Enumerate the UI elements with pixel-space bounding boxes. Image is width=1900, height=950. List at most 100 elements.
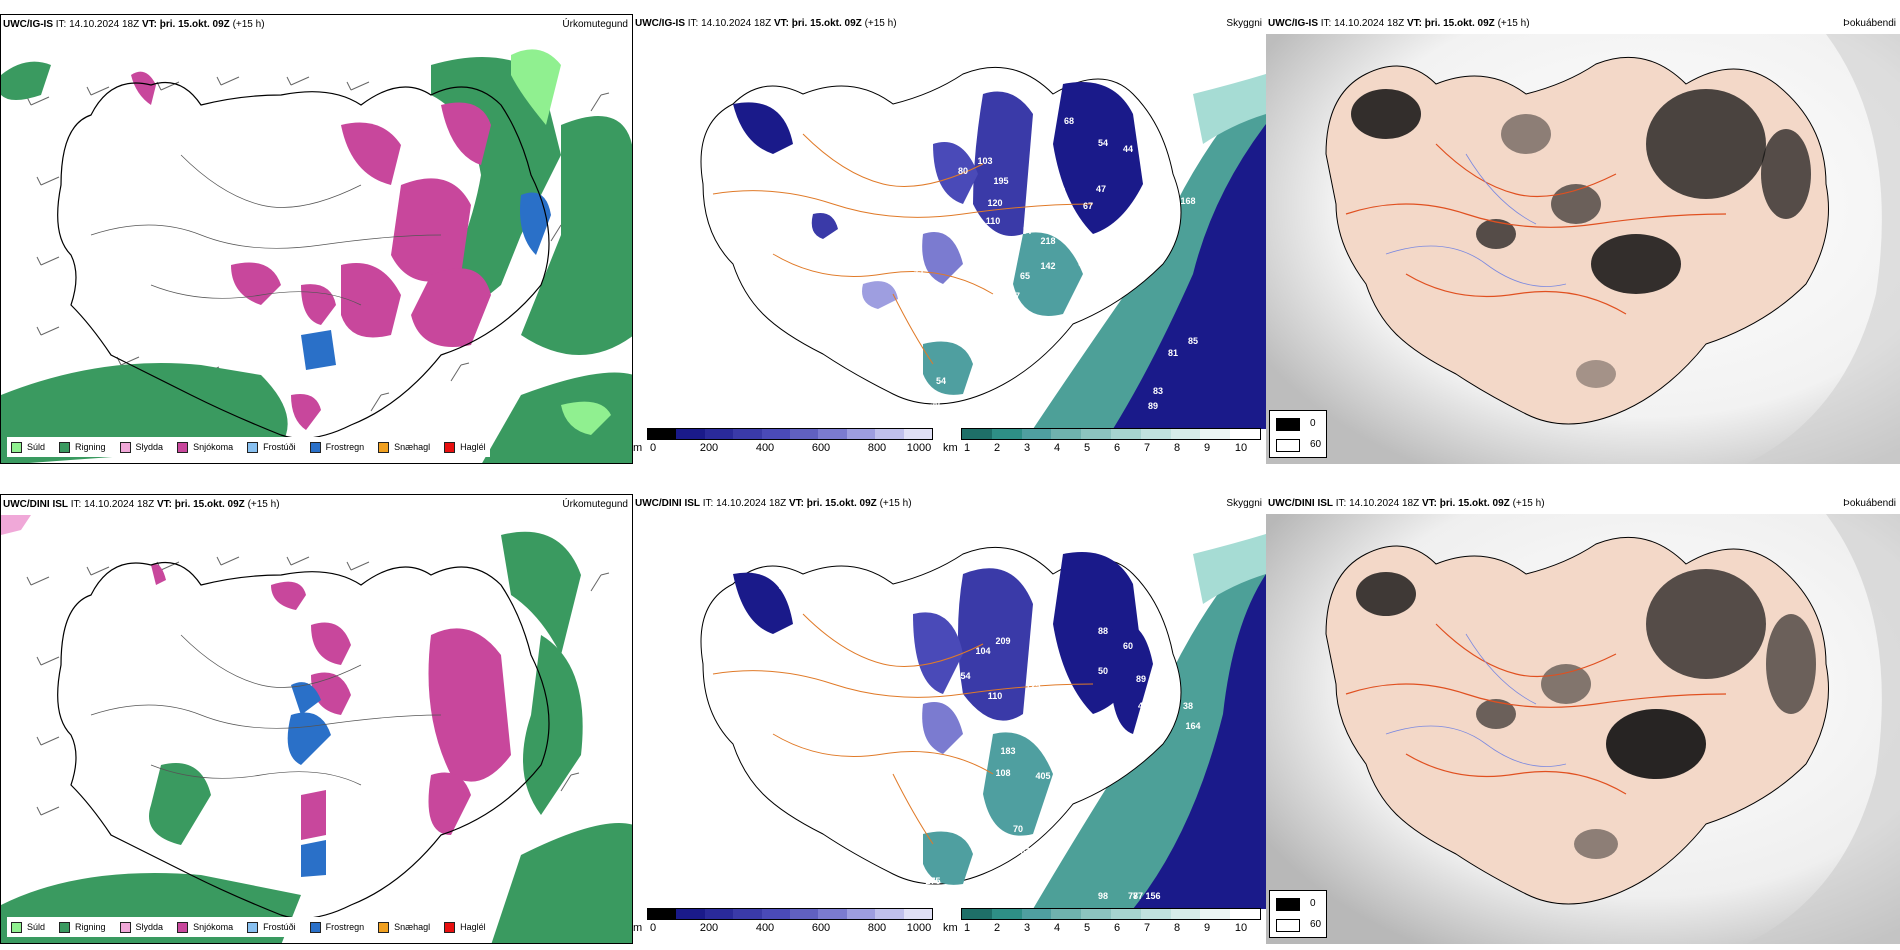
- roads: [1345, 623, 1727, 795]
- legend-item-snjokoma: Snjókoma: [177, 921, 233, 933]
- visibility-unit: km: [943, 442, 958, 454]
- ceiling-value-label: 195: [993, 176, 1008, 186]
- model-name: UWC/IG-IS: [635, 18, 685, 29]
- model-name: UWC/DINI ISL: [635, 498, 700, 509]
- ceiling-tick: 600: [811, 922, 831, 934]
- ceiling-value-label: 67: [1083, 201, 1093, 211]
- legend-item-snjokoma: Snjókoma: [177, 441, 233, 453]
- ceiling-value-label: 88: [1098, 626, 1108, 636]
- ceiling-value-label: 71: [778, 581, 788, 591]
- fog-legend-min: 0: [1310, 418, 1316, 429]
- legend-item-haglel: Haglél: [444, 441, 486, 453]
- fog-map: [1266, 34, 1900, 464]
- init-time: 14.10.2024 18Z: [1334, 18, 1405, 29]
- ceiling-value-label: 265: [1017, 866, 1032, 876]
- fog-dark-areas: [1351, 89, 1811, 388]
- legend-item-rigning: Rigning: [59, 921, 106, 933]
- legend-item-snaehagl: Snæhagl: [378, 441, 430, 453]
- roads: [1345, 143, 1727, 315]
- init-time: 14.10.2024 18Z: [69, 19, 140, 30]
- precip-map: [1, 515, 632, 943]
- ceiling-value-label: 119: [804, 606, 819, 616]
- ceiling-value-label: 89: [1136, 674, 1146, 684]
- visibility-tick: 6: [1113, 442, 1121, 454]
- ceiling-value-label: 76: [903, 371, 913, 381]
- visibility-tick: 9: [1203, 922, 1211, 934]
- precip-legend: Súld Rigning Slydda Snjókoma Frostúði Fr…: [7, 917, 490, 937]
- ceiling-value-label: 77: [1023, 226, 1033, 236]
- ceiling-value-label: 77: [1133, 891, 1143, 901]
- ceiling-value-label: 315: [917, 891, 932, 901]
- ceiling-colorbar: m 0 200 400 600 800 1000: [633, 428, 933, 458]
- visibility-tick: 7: [1143, 922, 1151, 934]
- roads: [712, 613, 1094, 845]
- visibility-tick: 8: [1173, 442, 1181, 454]
- ceiling-value-label: 213: [1065, 746, 1080, 756]
- valid-time: þri. 15.okt. 09Z: [1424, 18, 1495, 29]
- sea-deep: [1113, 124, 1266, 429]
- roads: [90, 634, 442, 786]
- island-outline: [57, 81, 550, 439]
- forecast-offset: (+15 h): [247, 499, 280, 510]
- model-name: UWC/IG-IS: [3, 19, 53, 30]
- ceiling-labels: 71 119 209 88 60 50 89 45 46 38 164 49 104 154 110 125 2…: [778, 581, 1201, 901]
- ceiling-value-label: 46: [1138, 701, 1148, 711]
- ceiling-value-label: 142: [1095, 771, 1110, 781]
- fog-legend-max: 60: [1310, 439, 1322, 450]
- forecast-offset: (+15 h): [1497, 18, 1530, 29]
- legend-item-snaehagl: Snæhagl: [378, 921, 430, 933]
- ceiling-value-label: 125: [1025, 681, 1040, 691]
- ceiling-unit: m: [633, 922, 643, 934]
- legend-item-rigning: Rigning: [59, 441, 106, 453]
- legend-item-frostudi: Frostúði: [247, 921, 296, 933]
- visibility-tick: 2: [993, 442, 1001, 454]
- ceiling-value-label: 89: [1148, 401, 1158, 411]
- precip-type-panel: UWC/DINI ISL IT: 14.10.2024 18Z VT: þri.…: [0, 494, 633, 944]
- cloud-areas: [733, 552, 1153, 885]
- valid-time-label: VT:: [156, 499, 172, 510]
- ceiling-value-label: 209: [995, 636, 1010, 646]
- fog-index-panel: UWC/DINI ISL IT: 14.10.2024 18Z VT: þri.…: [1266, 494, 1900, 944]
- sea-light: [1193, 74, 1266, 144]
- sea-light: [1193, 534, 1266, 604]
- valid-time-label: VT:: [1421, 498, 1437, 509]
- ceiling-value-label: 54: [936, 376, 946, 386]
- sea-deep: [1133, 574, 1266, 909]
- legend-item-frostregn: Frostregn: [309, 441, 364, 453]
- ceiling-value-label: 164: [1185, 721, 1200, 731]
- ceiling-value-label: 152: [1050, 186, 1065, 196]
- ceiling-colorbar: m 0 200 400 600 800 1000: [633, 908, 933, 938]
- cloud-map: 71 119 209 88 60 50 89 45 46 38 164 49 104 154 110 125 2…: [633, 514, 1266, 909]
- roads: [712, 133, 1094, 365]
- ceiling-value-label: 57: [1010, 291, 1020, 301]
- panel-header: UWC/IG-IS IT: 14.10.2024 18Z VT: þri. 15…: [1268, 18, 1896, 34]
- valid-time: þri. 15.okt. 09Z: [159, 19, 230, 30]
- visibility-colorbar: km 1 2 3 4 5 6 7 8 9 10: [943, 908, 1263, 938]
- ceiling-value-label: 80: [958, 166, 968, 176]
- ceiling-value-label: 218: [1040, 236, 1055, 246]
- ceiling-value-label: 83: [1153, 386, 1163, 396]
- forecast-offset: (+15 h): [1512, 498, 1545, 509]
- ceiling-tick: 1000: [906, 922, 932, 934]
- rivers: [1385, 633, 1567, 767]
- visibility-tick: 3: [1023, 442, 1031, 454]
- panel-header: UWC/DINI ISL IT: 14.10.2024 18Z VT: þri.…: [1268, 498, 1896, 514]
- model-row-ig-is: UWC/IG-IS IT: 14.10.2024 18Z VT: þri. 15…: [0, 14, 1900, 464]
- ceiling-value-label: 93: [1078, 258, 1088, 268]
- panel-header: UWC/DINI ISL IT: 14.10.2024 18Z VT: þri.…: [3, 499, 628, 515]
- roads: [90, 154, 442, 306]
- model-row-dini-isl: UWC/DINI ISL IT: 14.10.2024 18Z VT: þri.…: [0, 494, 1900, 944]
- ceiling-value-label: 57: [1048, 171, 1058, 181]
- ceiling-value-label: 74: [778, 101, 788, 111]
- panel-title: Úrkomutegund: [562, 19, 628, 30]
- precip-map: [1, 35, 632, 463]
- ceiling-value-label: 88: [933, 891, 943, 901]
- ceiling-value-label: 90: [930, 398, 940, 408]
- ceiling-value-label: 54: [1098, 138, 1108, 148]
- ceiling-value-label: 45: [1153, 681, 1163, 691]
- visibility-colorbar: km 1 2 3 4 5 6 7 8 9 10: [943, 428, 1263, 458]
- panel-title: Úrkomutegund: [562, 499, 628, 510]
- visibility-tick: 1: [963, 442, 971, 454]
